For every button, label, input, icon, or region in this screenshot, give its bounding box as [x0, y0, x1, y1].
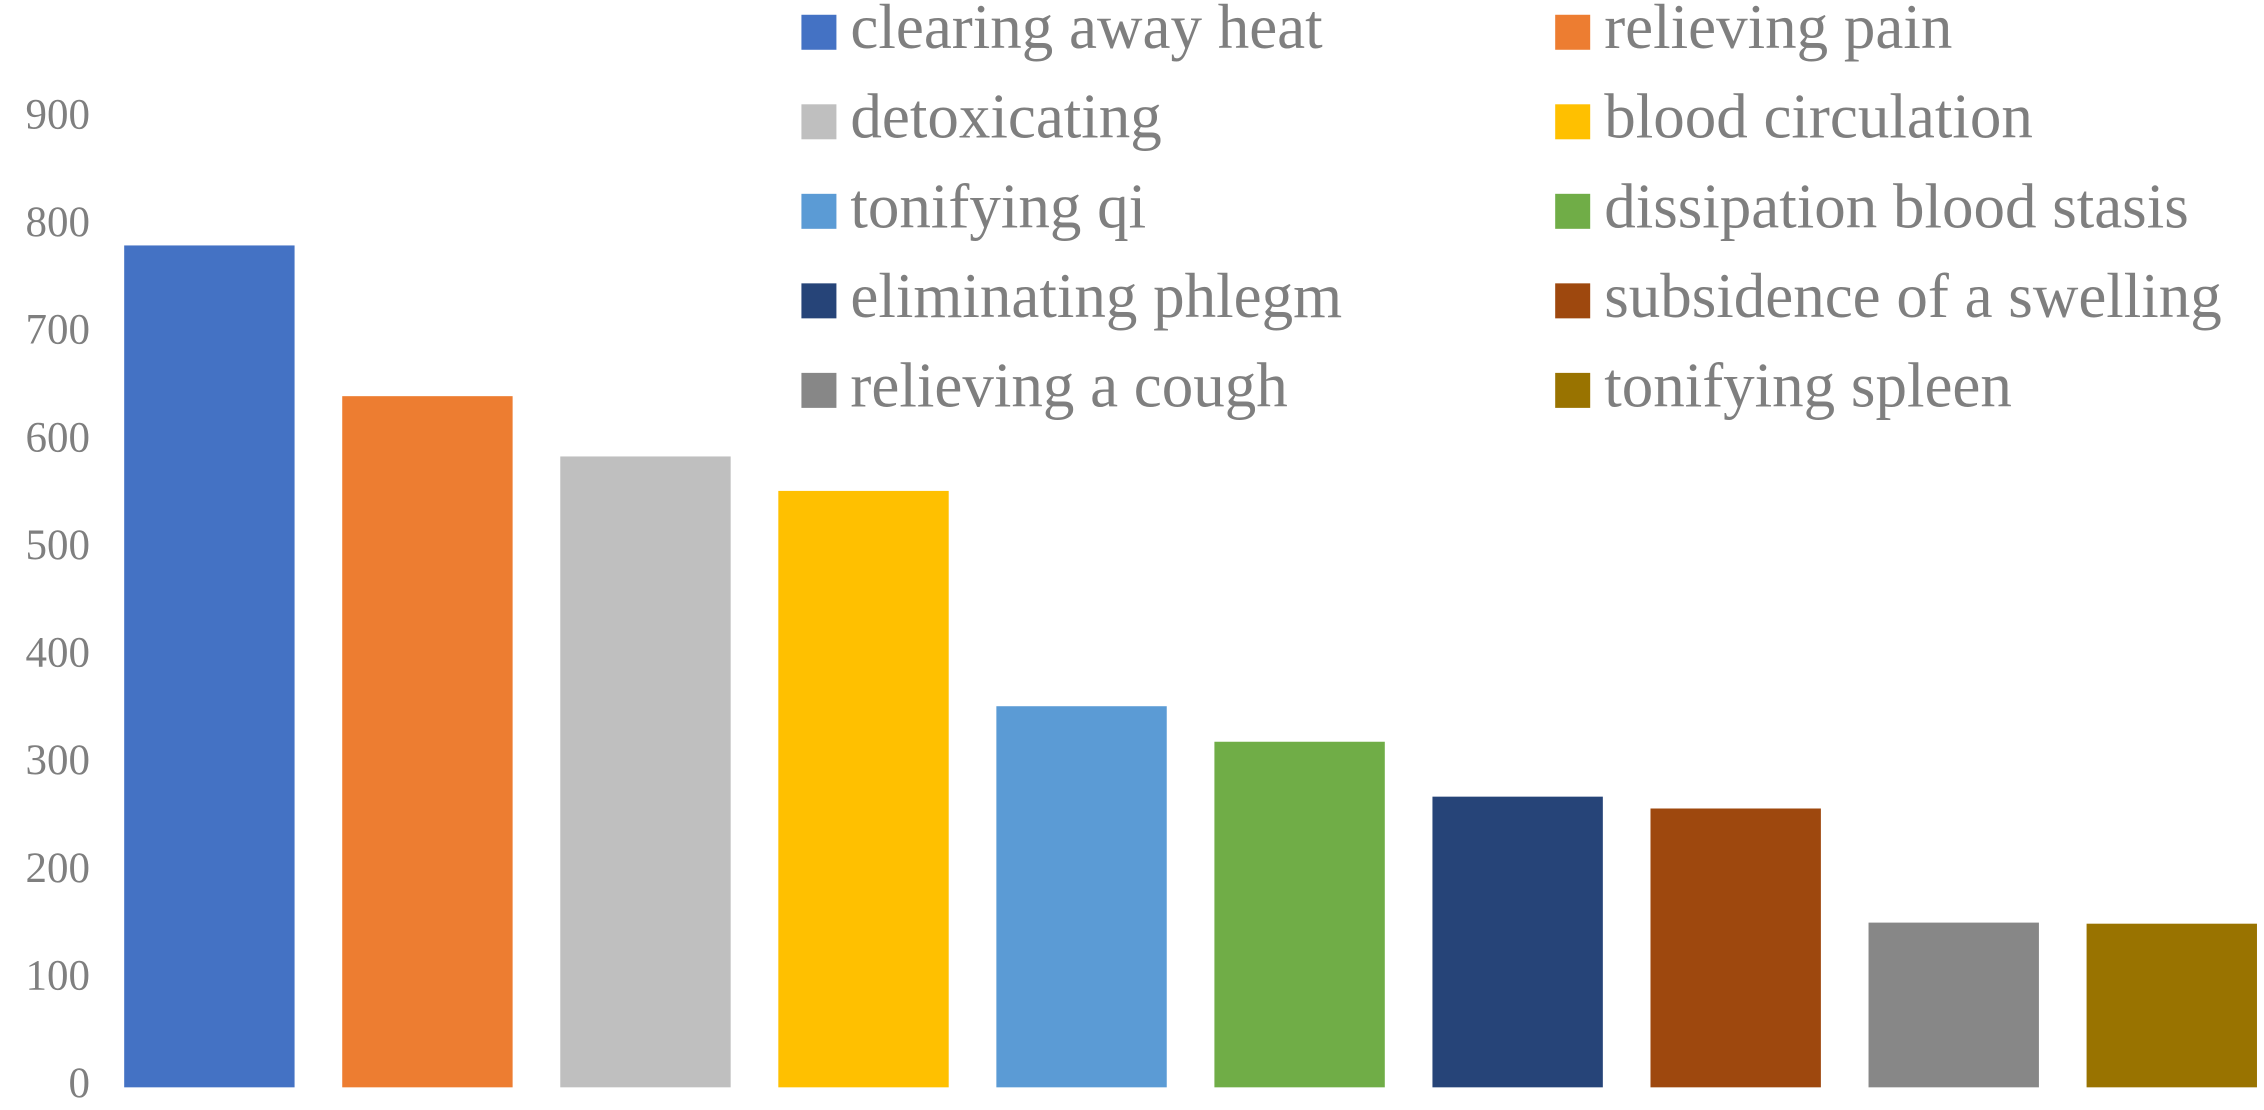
legend-marker	[1555, 104, 1591, 140]
y-tick-label: 800	[26, 199, 91, 246]
bar	[1214, 741, 1385, 1088]
legend-label: clearing away heat	[850, 0, 1323, 62]
legend-marker	[1555, 14, 1591, 50]
legend-label: blood circulation	[1604, 82, 2033, 152]
legend-marker	[801, 372, 837, 408]
y-tick-label: 400	[26, 630, 91, 677]
legend-label: relieving pain	[1604, 0, 1952, 62]
y-tick-label: 700	[26, 307, 91, 354]
legend-label: tonifying qi	[850, 171, 1146, 241]
bar	[2086, 923, 2257, 1088]
y-tick-label: 900	[26, 91, 91, 138]
legend-marker	[801, 104, 837, 140]
bar	[560, 456, 731, 1088]
legend-label: tonifying spleen	[1604, 350, 2012, 420]
y-tick-label: 200	[26, 845, 91, 892]
bar	[778, 490, 949, 1088]
y-tick-label: 100	[26, 953, 91, 1000]
legend-marker	[801, 14, 837, 50]
bar	[342, 396, 513, 1088]
y-tick-label: 300	[26, 737, 91, 784]
bar	[996, 706, 1167, 1088]
legend-marker	[801, 193, 837, 229]
legend-marker	[1555, 283, 1591, 319]
legend-label: eliminating phlegm	[850, 261, 1342, 331]
y-tick-label: 0	[69, 1060, 91, 1107]
bar	[1432, 796, 1603, 1088]
bar	[124, 245, 295, 1088]
y-tick-label: 500	[26, 522, 91, 569]
legend-marker	[1555, 372, 1591, 408]
legend-label: dissipation blood stasis	[1604, 171, 2189, 241]
y-tick-label: 600	[26, 414, 91, 461]
bar	[1650, 808, 1821, 1088]
legend-label: subsidence of a swelling	[1604, 261, 2222, 331]
legend-marker	[801, 283, 837, 319]
bar	[1868, 922, 2039, 1088]
legend-marker	[1555, 193, 1591, 229]
legend-label: detoxicating	[850, 82, 1161, 152]
legend-label: relieving a cough	[850, 350, 1287, 420]
